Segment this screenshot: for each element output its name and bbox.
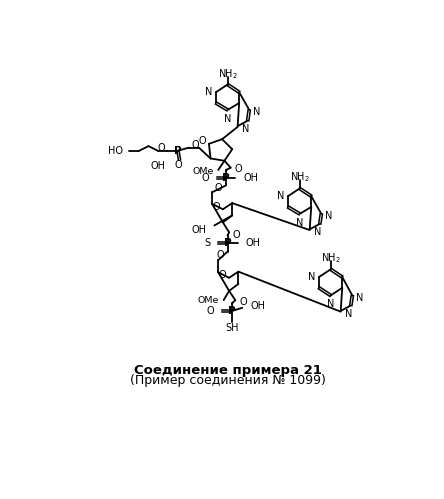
Text: OMe: OMe — [198, 296, 219, 305]
Text: OH: OH — [246, 238, 260, 248]
Text: OH: OH — [243, 173, 258, 183]
Text: O: O — [239, 297, 247, 307]
Text: O: O — [198, 137, 206, 147]
Text: N: N — [242, 124, 249, 134]
Text: (Пример соединения № 1099): (Пример соединения № 1099) — [130, 374, 325, 387]
Text: N: N — [327, 299, 334, 309]
Text: N: N — [313, 228, 321, 238]
Text: O: O — [214, 184, 222, 194]
Text: O: O — [234, 164, 242, 174]
Text: O: O — [232, 230, 240, 240]
Text: N: N — [308, 272, 315, 282]
Text: P: P — [224, 238, 231, 248]
Text: O: O — [207, 306, 214, 316]
Text: P: P — [174, 146, 182, 156]
Text: N: N — [224, 114, 231, 124]
Text: O: O — [157, 143, 165, 153]
Text: N: N — [345, 309, 352, 319]
Text: OH: OH — [192, 225, 206, 235]
Text: O: O — [174, 160, 182, 170]
Text: N: N — [356, 293, 364, 303]
Text: NH$_2$: NH$_2$ — [289, 170, 309, 184]
Text: O: O — [218, 270, 226, 280]
Text: P: P — [228, 306, 236, 316]
Text: N: N — [277, 191, 284, 201]
Text: SH: SH — [226, 323, 239, 333]
Text: OH: OH — [250, 301, 265, 311]
Text: O: O — [191, 140, 199, 150]
Text: OMe: OMe — [192, 167, 214, 176]
Text: O: O — [216, 250, 224, 259]
Text: O: O — [212, 202, 220, 212]
Text: HO: HO — [108, 146, 123, 156]
Text: N: N — [205, 87, 212, 97]
Text: Соединение примера 21: Соединение примера 21 — [134, 364, 321, 377]
Text: P: P — [222, 173, 230, 183]
Text: S: S — [204, 238, 210, 248]
Text: OH: OH — [151, 161, 166, 171]
Text: N: N — [253, 107, 261, 117]
Text: N: N — [296, 218, 303, 228]
Text: N: N — [325, 211, 333, 221]
Text: NH$_2$: NH$_2$ — [321, 251, 341, 264]
Text: O: O — [201, 173, 209, 183]
Text: NH$_2$: NH$_2$ — [218, 67, 238, 81]
